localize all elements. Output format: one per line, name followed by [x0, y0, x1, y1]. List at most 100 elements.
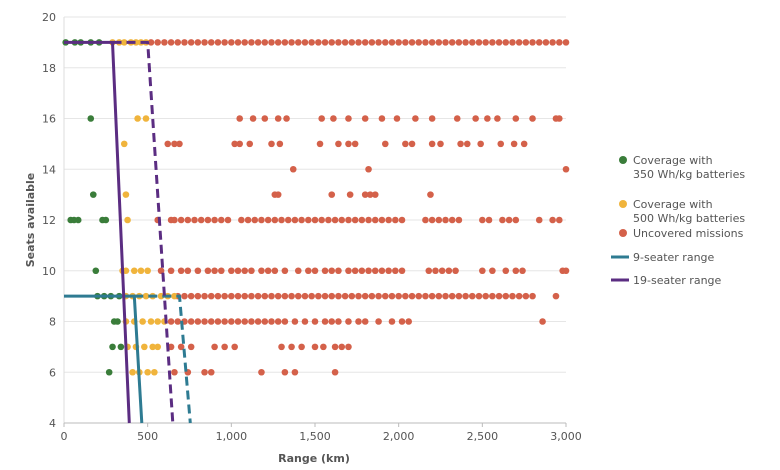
- data-point: [361, 191, 369, 198]
- data-point: [346, 191, 354, 198]
- data-point: [228, 267, 235, 275]
- data-point: [258, 267, 265, 275]
- data-point: [171, 292, 178, 300]
- data-point: [355, 292, 362, 300]
- data-point: [475, 39, 483, 46]
- data-point: [415, 292, 423, 300]
- data-point: [361, 39, 369, 46]
- x-tick-label: 2,000: [383, 430, 415, 443]
- data-point: [457, 140, 464, 148]
- data-point: [348, 39, 356, 46]
- data-point: [330, 115, 337, 122]
- data-point: [117, 343, 125, 351]
- data-point: [368, 39, 376, 46]
- data-point: [184, 216, 192, 224]
- data-point: [217, 267, 225, 275]
- data-point: [428, 216, 436, 224]
- data-point: [102, 216, 110, 224]
- data-point: [562, 39, 570, 46]
- data-point: [264, 216, 272, 224]
- data-point: [221, 343, 228, 351]
- data-point: [408, 140, 416, 148]
- data-point: [251, 216, 259, 224]
- data-point: [328, 39, 336, 46]
- data-point: [479, 267, 486, 275]
- data-point: [234, 318, 242, 325]
- data-point: [132, 39, 140, 46]
- data-point: [366, 191, 374, 198]
- legend: Coverage with 350 Wh/kg batteries Coverage…: [611, 154, 745, 287]
- data-point: [529, 292, 536, 300]
- data-point: [224, 216, 232, 224]
- data-point: [331, 368, 339, 376]
- legend-marker: [619, 156, 627, 164]
- data-point: [301, 318, 309, 325]
- data-point: [442, 216, 449, 224]
- data-point: [177, 216, 185, 224]
- data-point: [477, 140, 484, 148]
- data-point: [258, 368, 265, 376]
- data-point: [378, 115, 386, 122]
- data-point: [556, 39, 563, 46]
- data-point: [371, 216, 379, 224]
- data-point: [284, 216, 292, 224]
- data-point: [448, 39, 456, 46]
- data-point: [161, 39, 168, 46]
- data-point: [475, 292, 483, 300]
- data-point: [321, 39, 329, 46]
- range-line-solid: [64, 40, 131, 424]
- data-point: [291, 368, 299, 376]
- data-point: [402, 140, 409, 148]
- data-point: [345, 343, 352, 351]
- data-point: [318, 216, 325, 224]
- data-point: [348, 292, 356, 300]
- data-point: [274, 191, 282, 198]
- data-point: [231, 343, 238, 351]
- legend-label: Coverage with 500 Wh/kg batteries: [633, 198, 745, 225]
- data-point: [438, 267, 446, 275]
- data-point: [109, 343, 116, 351]
- data-point: [157, 292, 165, 300]
- data-point: [402, 39, 409, 46]
- data-point: [535, 39, 543, 46]
- data-point: [221, 318, 228, 325]
- data-point: [358, 267, 366, 275]
- data-point: [187, 343, 195, 351]
- data-point: [479, 216, 486, 224]
- data-point: [281, 318, 289, 325]
- data-point: [335, 140, 342, 148]
- legend-label: Uncovered missions: [633, 227, 744, 240]
- data-point: [151, 368, 158, 376]
- data-point: [281, 267, 289, 275]
- data-point: [489, 39, 496, 46]
- data-point: [141, 343, 148, 351]
- data-point: [462, 39, 469, 46]
- data-point: [129, 368, 136, 376]
- data-point: [405, 318, 413, 325]
- data-point: [520, 140, 528, 148]
- data-point: [184, 267, 192, 275]
- data-point: [187, 292, 195, 300]
- data-point: [211, 216, 218, 224]
- data-point: [365, 267, 372, 275]
- data-point: [502, 39, 510, 46]
- data-point: [201, 39, 208, 46]
- x-tick-label: 3,000: [550, 430, 582, 443]
- data-point: [254, 292, 262, 300]
- data-point: [261, 115, 269, 122]
- data-point: [154, 343, 162, 351]
- legend-label: 9-seater range: [633, 251, 715, 264]
- data-point: [512, 115, 520, 122]
- data-point: [381, 292, 389, 300]
- data-point: [361, 115, 369, 122]
- data-point: [105, 368, 113, 376]
- data-point: [358, 216, 366, 224]
- data-point: [318, 115, 325, 122]
- data-point: [211, 343, 218, 351]
- data-point: [455, 39, 463, 46]
- data-point: [248, 318, 255, 325]
- y-tick-label: 8: [49, 316, 56, 329]
- data-point: [194, 292, 202, 300]
- range-line-solid: [64, 294, 144, 424]
- data-point: [288, 343, 295, 351]
